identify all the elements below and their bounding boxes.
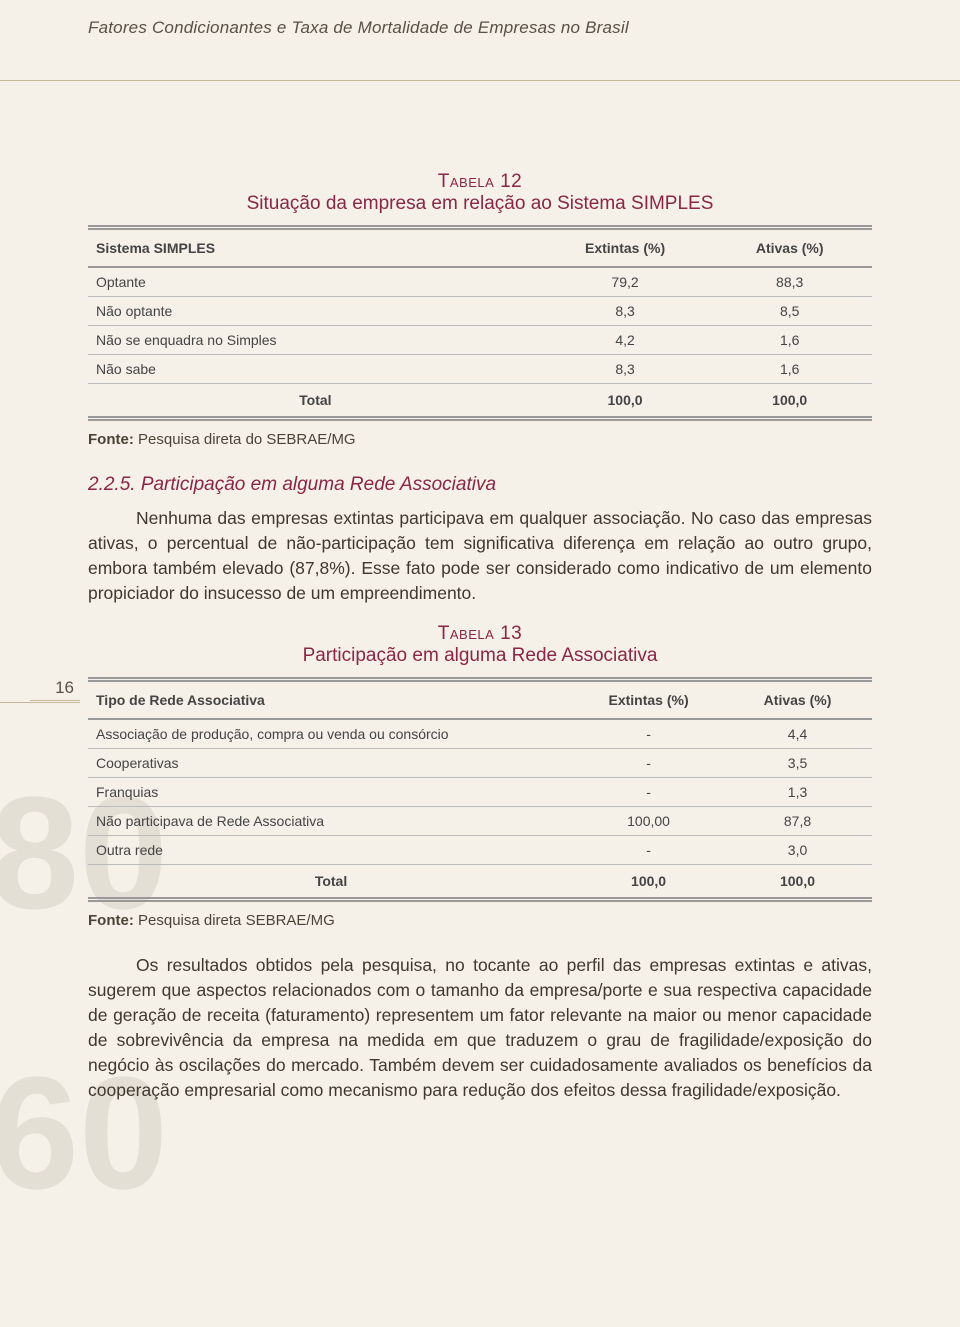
total-atv: 100,0 bbox=[723, 865, 872, 899]
cell-atv: 1,6 bbox=[707, 326, 872, 355]
cell-label: Cooperativas bbox=[88, 749, 574, 778]
cell-label: Não se enquadra no Simples bbox=[88, 326, 543, 355]
tabela13-total-row: Total 100,0 100,0 bbox=[88, 865, 872, 899]
tabela12: Sistema SIMPLES Extintas (%) Ativas (%) … bbox=[88, 228, 872, 418]
cell-atv: 88,3 bbox=[707, 267, 872, 297]
cell-atv: 1,3 bbox=[723, 778, 872, 807]
tabela13-fonte: Fonte: Pesquisa direta SEBRAE/MG bbox=[88, 912, 872, 929]
cell-atv: 3,5 bbox=[723, 749, 872, 778]
tabela13-label: Tabela 13 bbox=[88, 623, 872, 645]
cell-atv: 4,4 bbox=[723, 719, 872, 749]
table-row: Não se enquadra no Simples 4,2 1,6 bbox=[88, 326, 872, 355]
fonte-text: Pesquisa direta SEBRAE/MG bbox=[138, 912, 335, 929]
cell-label: Franquias bbox=[88, 778, 574, 807]
tabela12-label: Tabela 12 bbox=[88, 171, 872, 193]
page-number: 16 bbox=[30, 678, 80, 701]
table-row: Não sabe 8,3 1,6 bbox=[88, 355, 872, 384]
cell-label: Não sabe bbox=[88, 355, 543, 384]
cell-atv: 3,0 bbox=[723, 836, 872, 865]
cell-ext: - bbox=[574, 778, 723, 807]
cell-atv: 8,5 bbox=[707, 297, 872, 326]
total-ext: 100,0 bbox=[543, 384, 708, 418]
tabela13-top-rule bbox=[88, 677, 872, 679]
tabela12-bottom-rule bbox=[88, 419, 872, 421]
tabela12-col1: Extintas (%) bbox=[543, 229, 708, 267]
tabela13-col2: Ativas (%) bbox=[723, 681, 872, 719]
closing-para-text: Os resultados obtidos pela pesquisa, no … bbox=[88, 955, 872, 1099]
cell-atv: 87,8 bbox=[723, 807, 872, 836]
fonte-label: Fonte: bbox=[88, 431, 134, 448]
cell-ext: 4,2 bbox=[543, 326, 708, 355]
cell-ext: - bbox=[574, 719, 723, 749]
closing-paragraph: Os resultados obtidos pela pesquisa, no … bbox=[88, 953, 872, 1102]
table-row: Não optante 8,3 8,5 bbox=[88, 297, 872, 326]
cell-label: Optante bbox=[88, 267, 543, 297]
table-row: Associação de produção, compra ou venda … bbox=[88, 719, 872, 749]
cell-ext: - bbox=[574, 836, 723, 865]
table-row: Outra rede - 3,0 bbox=[88, 836, 872, 865]
cell-ext: 8,3 bbox=[543, 297, 708, 326]
section-heading: 2.2.5. Participação em alguma Rede Assoc… bbox=[88, 474, 872, 496]
cell-atv: 1,6 bbox=[707, 355, 872, 384]
total-atv: 100,0 bbox=[707, 384, 872, 418]
page-number-rule bbox=[0, 702, 80, 703]
table-row: Optante 79,2 88,3 bbox=[88, 267, 872, 297]
tabela13-col0: Tipo de Rede Associativa bbox=[88, 681, 574, 719]
tabela12-col0: Sistema SIMPLES bbox=[88, 229, 543, 267]
tabela13: Tipo de Rede Associativa Extintas (%) At… bbox=[88, 680, 872, 899]
table-row: Não participava de Rede Associativa 100,… bbox=[88, 807, 872, 836]
total-ext: 100,0 bbox=[574, 865, 723, 899]
cell-ext: 79,2 bbox=[543, 267, 708, 297]
tabela12-top-rule bbox=[88, 225, 872, 227]
cell-label: Outra rede bbox=[88, 836, 574, 865]
section-para-text: Nenhuma das empresas extintas participav… bbox=[88, 508, 872, 603]
tabela13-subtitle: Participação em alguma Rede Associativa bbox=[88, 645, 872, 667]
total-label: Total bbox=[88, 865, 574, 899]
fonte-text: Pesquisa direta do SEBRAE/MG bbox=[138, 431, 356, 448]
table-row: Cooperativas - 3,5 bbox=[88, 749, 872, 778]
cell-label: Não participava de Rede Associativa bbox=[88, 807, 574, 836]
page-header-title: Fatores Condicionantes e Taxa de Mortali… bbox=[88, 18, 960, 38]
cell-label: Não optante bbox=[88, 297, 543, 326]
tabela13-col1: Extintas (%) bbox=[574, 681, 723, 719]
total-label: Total bbox=[88, 384, 543, 418]
cell-ext: 8,3 bbox=[543, 355, 708, 384]
cell-ext: - bbox=[574, 749, 723, 778]
cell-label: Associação de produção, compra ou venda … bbox=[88, 719, 574, 749]
tabela12-col2: Ativas (%) bbox=[707, 229, 872, 267]
section-paragraph: Nenhuma das empresas extintas participav… bbox=[88, 506, 872, 605]
tabela12-total-row: Total 100,0 100,0 bbox=[88, 384, 872, 418]
tabela12-fonte: Fonte: Pesquisa direta do SEBRAE/MG bbox=[88, 431, 872, 448]
header-rule bbox=[0, 80, 960, 81]
tabela13-bottom-rule bbox=[88, 900, 872, 902]
tabela12-subtitle: Situação da empresa em relação ao Sistem… bbox=[88, 193, 872, 215]
cell-ext: 100,00 bbox=[574, 807, 723, 836]
table-row: Franquias - 1,3 bbox=[88, 778, 872, 807]
fonte-label: Fonte: bbox=[88, 912, 134, 929]
